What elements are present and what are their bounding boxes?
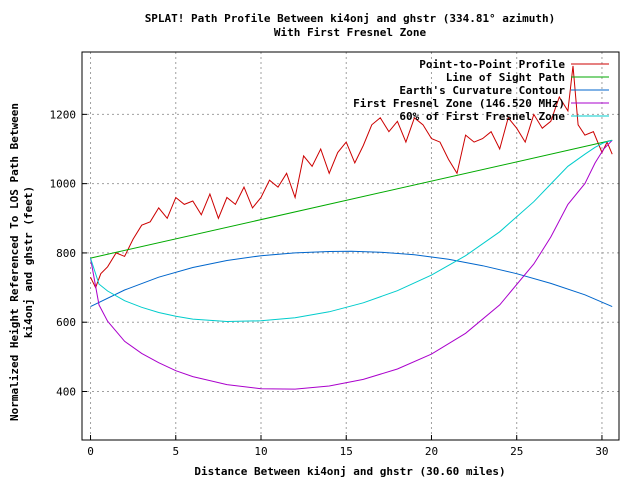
series-earth-s-curvature-contour — [90, 250, 613, 308]
legend-label: Point-to-Point Profile — [419, 58, 565, 71]
x-tick-label: 10 — [254, 445, 267, 458]
series-first-fresnel-zone-146-520-mhz — [90, 139, 613, 390]
x-tick-label: 20 — [425, 445, 438, 458]
x-tick-label: 25 — [510, 445, 523, 458]
chart-subtitle: With First Fresnel Zone — [274, 26, 427, 39]
y-tick-label: 600 — [56, 316, 76, 329]
y-tick-label: 1000 — [50, 178, 77, 191]
x-tick-label: 5 — [172, 445, 179, 458]
series-60-of-first-fresnel-zone — [90, 139, 613, 323]
y-tick-label: 1200 — [50, 108, 77, 121]
series-point-to-point-profile — [90, 65, 613, 289]
axis-ticks: 0 5 10 15 20 25 30 400 600 800 1000 1200 — [50, 108, 609, 458]
y-tick-label: 400 — [56, 386, 76, 399]
chart-title: SPLAT! Path Profile Between ki4onj and g… — [145, 12, 556, 25]
legend-label: Line of Sight Path — [446, 71, 565, 84]
x-axis-label: Distance Between ki4onj and ghstr (30.60… — [194, 465, 505, 478]
legend-label: First Fresnel Zone (146.520 MHz) — [353, 97, 565, 110]
y-tick-label: 800 — [56, 247, 76, 260]
x-tick-label: 15 — [340, 445, 353, 458]
y-axis-label-line2: ki4onj and ghstr (feet) — [22, 186, 35, 338]
y-axis-label-line1: Normalized Height Referenced To LOS Path… — [8, 103, 21, 421]
plot-frame — [81, 51, 620, 441]
x-tick-label: 30 — [595, 445, 608, 458]
legend-label: Earth's Curvature Contour — [399, 84, 565, 97]
series-lines — [90, 65, 613, 390]
legend-label: 60% of First Fresnel Zone — [399, 110, 565, 123]
series-line-of-sight-path — [90, 139, 613, 259]
x-tick-label: 0 — [87, 445, 94, 458]
